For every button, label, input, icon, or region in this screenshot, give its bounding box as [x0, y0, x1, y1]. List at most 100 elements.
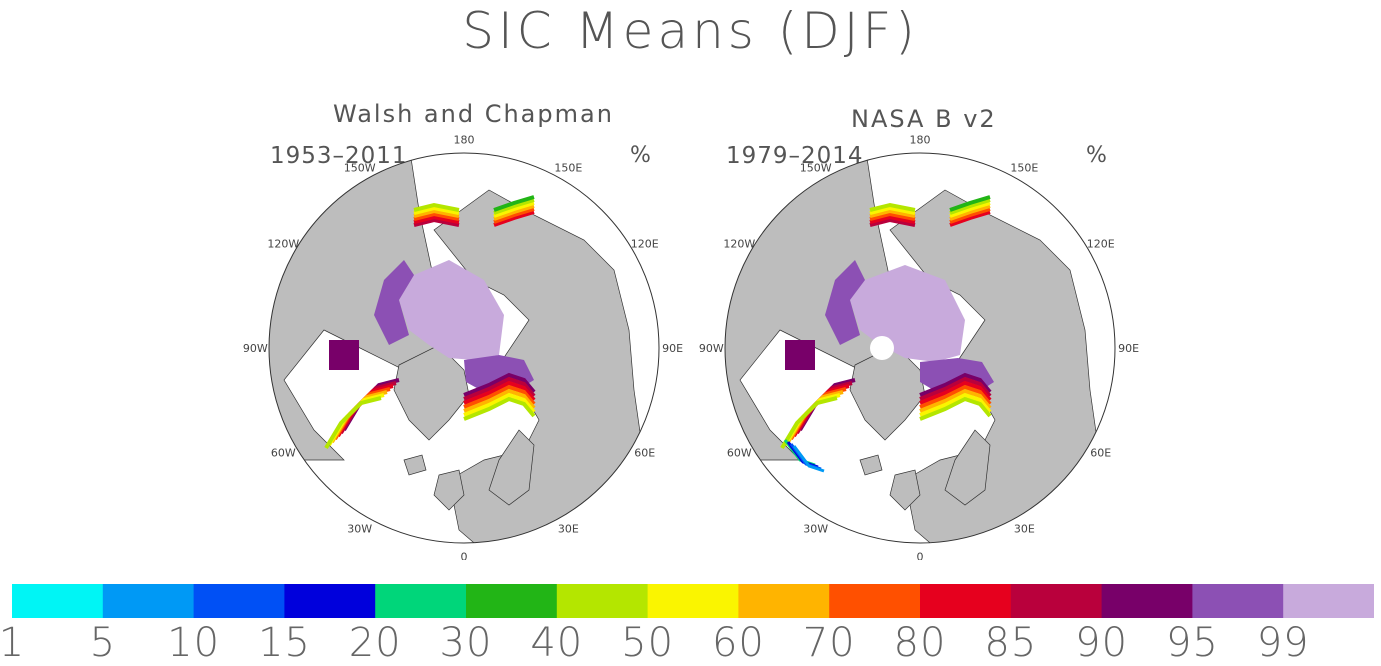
colorbar-tick-label: 10	[167, 620, 221, 666]
colorbar-swatch	[1283, 584, 1374, 618]
ice-edge	[413, 202, 460, 212]
land-mass	[403, 454, 427, 476]
polar-map-right: 180 150W 150E 120W 120E 90W 90E 60W 60E 30W 30E 0	[699, 133, 1139, 560]
ice-edge	[463, 380, 536, 405]
ice-edge	[919, 388, 992, 413]
colorbar-tick-label: 5	[89, 620, 117, 666]
colorbar-swatch	[920, 584, 1012, 618]
longitude-label: 180	[454, 133, 475, 146]
ice-edge	[780, 396, 838, 450]
longitude-label: 120E	[631, 238, 659, 251]
ice-edge	[919, 396, 992, 421]
ice-edge	[919, 372, 992, 397]
ice-edge	[413, 211, 460, 221]
land-mass	[889, 469, 921, 511]
ice-edge	[463, 384, 536, 409]
ice-edge	[869, 205, 916, 215]
ice-edge	[869, 202, 916, 212]
land-mass	[433, 189, 645, 543]
longitude-label: 90E	[662, 342, 683, 355]
longitude-label: 0	[917, 551, 924, 560]
panel-unit-right: %	[1086, 143, 1107, 168]
colorbar-swatch	[102, 584, 195, 618]
ice-edge	[869, 217, 916, 227]
colorbar-swatch	[12, 584, 104, 618]
ice-band	[374, 260, 414, 345]
ice-edge	[463, 392, 536, 417]
colorbar-tick-label: 30	[439, 620, 493, 666]
ice-edge	[324, 396, 382, 450]
colorbar-swatch	[647, 584, 739, 618]
panel-unit-left: %	[630, 143, 651, 168]
ice-edge	[919, 376, 992, 401]
longitude-label: 150E	[554, 161, 582, 174]
ice-edge	[493, 204, 535, 221]
land-mass	[488, 429, 535, 506]
colorbar-swatch	[556, 584, 649, 618]
panel-title-left: Walsh and Chapman	[333, 100, 614, 128]
panel-period-right: 1979–2014	[726, 143, 864, 169]
ice-edge	[869, 208, 916, 218]
colorbar-tick-label: 60	[711, 620, 765, 666]
ice-edge	[493, 201, 535, 218]
colorbar-swatch	[375, 584, 467, 618]
ice-edge	[949, 204, 991, 221]
colorbar-tick-label: 85	[984, 620, 1038, 666]
land-mass	[859, 454, 883, 476]
colorbar-swatch	[284, 584, 376, 618]
longitude-label: 60E	[1090, 446, 1111, 459]
colorbar-swatch	[738, 584, 830, 618]
colorbar-swatch	[1101, 584, 1193, 618]
pole-hole	[870, 336, 894, 360]
land-mass	[944, 429, 991, 506]
longitude-label: 30E	[1014, 523, 1035, 536]
ice-core	[399, 260, 504, 360]
colorbar-tick-label: 70	[802, 620, 856, 666]
ice-edge	[792, 445, 825, 473]
longitude-label: 180	[910, 133, 931, 146]
ice-edge	[463, 396, 536, 421]
longitude-label: 120E	[1087, 238, 1115, 251]
ice-edge	[493, 210, 535, 227]
colorbar-tick-label: 99	[1256, 620, 1310, 666]
longitude-label: 90W	[243, 342, 268, 355]
ice-edge	[413, 205, 460, 215]
colorbar-swatch	[1192, 584, 1284, 618]
ice-edge	[413, 214, 460, 224]
ice-edge	[949, 198, 991, 215]
ice-edge	[949, 207, 991, 224]
colorbar-tick-label: 1	[0, 620, 26, 666]
ice-edge	[463, 376, 536, 401]
colorbar-swatch	[193, 584, 285, 618]
ice-edge	[493, 198, 535, 215]
colorbar-tick-label: 80	[893, 620, 947, 666]
colorbar-tick-label: 20	[348, 620, 402, 666]
ice-edge	[413, 217, 460, 227]
ice-edge	[919, 380, 992, 405]
colorbar-tick-label: 50	[621, 620, 675, 666]
longitude-label: 30E	[558, 523, 579, 536]
longitude-label: 150W	[800, 161, 832, 174]
ice-edge	[949, 195, 991, 212]
panel-period-left: 1953–2011	[270, 143, 408, 169]
longitude-label: 60W	[271, 446, 296, 459]
ice-band	[825, 260, 865, 345]
ice-edge	[949, 201, 991, 218]
colorbar-swatch	[829, 584, 921, 618]
colorbar-tick-label: 15	[257, 620, 311, 666]
longitude-label: 30W	[347, 523, 372, 536]
ice-edge	[919, 384, 992, 409]
colorbar-swatch	[1010, 584, 1103, 618]
longitude-label: 0	[461, 551, 468, 560]
colorbar-tick-label: 40	[530, 620, 584, 666]
panel-title-right: NASA B v2	[851, 105, 997, 133]
longitude-label: 120W	[723, 238, 755, 251]
longitude-label: 60E	[634, 446, 655, 459]
ice-edge	[919, 392, 992, 417]
ice-edge	[869, 211, 916, 221]
ice-edge	[413, 208, 460, 218]
colorbar-labels: 1 5 10 15 20 30 40 50 60 70 80 85 90 95 99	[0, 620, 1381, 666]
land-mass	[433, 469, 465, 511]
ice-hudson	[329, 340, 359, 370]
ice-edge	[949, 210, 991, 227]
